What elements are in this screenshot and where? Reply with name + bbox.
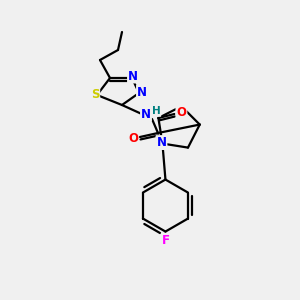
Text: S: S	[91, 88, 99, 100]
Text: O: O	[176, 106, 186, 118]
Text: N: N	[156, 136, 167, 149]
Text: H: H	[152, 106, 160, 116]
Text: O: O	[128, 131, 138, 145]
Text: N: N	[128, 70, 138, 83]
Text: F: F	[161, 234, 169, 247]
Text: N: N	[141, 107, 151, 121]
Text: N: N	[137, 85, 147, 98]
